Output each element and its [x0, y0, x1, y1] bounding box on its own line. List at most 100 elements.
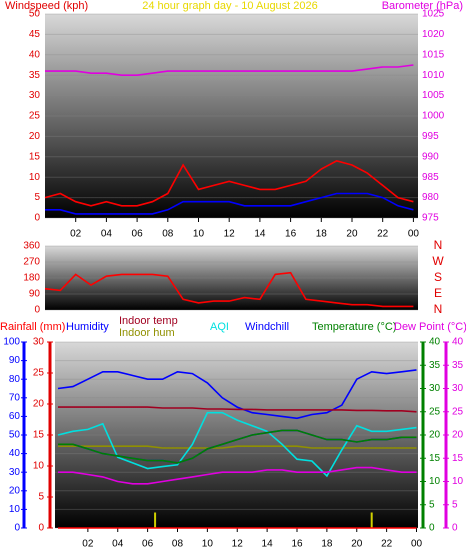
x-tick-label: 10 — [202, 539, 214, 550]
x-tick-label: 16 — [291, 539, 303, 550]
tick-label: 0 — [452, 523, 458, 534]
x-tick-label: 04 — [101, 229, 113, 240]
x-tick-label: 20 — [351, 539, 363, 550]
x-tick-label: 00 — [411, 539, 423, 550]
tick-label: 90 — [29, 289, 41, 300]
tick-label: 980 — [422, 192, 439, 203]
tick-label: 1010 — [422, 70, 445, 81]
x-tick-label: 16 — [285, 229, 297, 240]
tick-label: 100 — [3, 337, 20, 348]
tick-label: 30 — [452, 383, 464, 394]
tick-label: 25 — [33, 368, 45, 379]
x-tick-label: 08 — [162, 229, 174, 240]
tick-label: 50 — [9, 430, 21, 441]
tick-label: 975 — [422, 213, 439, 224]
x-tick-label: 06 — [132, 229, 144, 240]
tick-label: 40 — [9, 448, 21, 459]
x-tick-label: 18 — [321, 539, 333, 550]
tick-label: 0 — [34, 305, 40, 316]
tick-label: 0 — [34, 213, 40, 224]
x-tick-label: 22 — [381, 539, 393, 550]
tick-label: 15 — [452, 453, 464, 464]
tick-label: 5 — [452, 499, 458, 510]
plot-area — [45, 14, 418, 218]
tick-label: 35 — [452, 360, 464, 371]
tick-label: 270 — [23, 257, 40, 268]
tick-label: 5 — [38, 492, 44, 503]
legend-entry: AQI — [210, 321, 229, 333]
tick-label: 15 — [429, 453, 441, 464]
series-line — [57, 369, 417, 420]
tick-label: 10 — [452, 476, 464, 487]
tick-label: 30 — [33, 337, 45, 348]
tick-label: 80 — [9, 374, 21, 385]
x-tick-label: 14 — [254, 229, 266, 240]
tick-label: E — [434, 286, 442, 300]
legend-entry: Windchill — [245, 321, 289, 333]
tick-label: 10 — [29, 172, 41, 183]
tick-label: 990 — [422, 151, 439, 162]
series-line — [58, 406, 417, 413]
tick-label: 1015 — [422, 49, 445, 60]
series-line — [45, 192, 414, 215]
tick-label: 1025 — [422, 9, 445, 20]
series-line — [57, 411, 417, 478]
tick-label: 25 — [429, 406, 441, 417]
tick-label: 1005 — [422, 90, 445, 101]
tick-label: 40 — [429, 337, 441, 348]
tick-label: 10 — [9, 504, 21, 515]
tick-label: 40 — [29, 49, 41, 60]
series-line — [58, 445, 417, 449]
legend-entry: Indoor hum — [119, 327, 175, 339]
series-line — [45, 64, 414, 76]
x-tick-label: 02 — [82, 539, 94, 550]
tick-label: 60 — [9, 411, 21, 422]
tick-label: 0 — [38, 523, 44, 534]
tick-label: 20 — [9, 485, 21, 496]
tick-label: 35 — [429, 360, 441, 371]
plot-area — [55, 342, 418, 528]
legend-entry: Dew Point (°C) — [394, 321, 466, 333]
tick-label: 10 — [429, 476, 441, 487]
tick-label: 15 — [33, 430, 45, 441]
tick-label: 90 — [9, 355, 21, 366]
tick-label: 30 — [9, 467, 21, 478]
x-tick-label: 08 — [172, 539, 184, 550]
tick-label: 0 — [14, 523, 20, 534]
tick-label: 25 — [452, 406, 464, 417]
tick-label: 0 — [429, 523, 435, 534]
tick-label: 1000 — [422, 111, 445, 122]
x-tick-label: 00 — [408, 229, 420, 240]
chart-title: 24 hour graph day - 10 August 2026 — [142, 0, 318, 12]
plot-area — [45, 246, 418, 310]
series-line — [58, 466, 417, 485]
tick-label: 40 — [452, 337, 464, 348]
y-axis-title: Windspeed (kph) — [5, 0, 88, 12]
legend-entry: Rainfall (mm) — [0, 321, 65, 333]
x-tick-label: 20 — [346, 229, 358, 240]
tick-label: 15 — [29, 151, 41, 162]
rain-bar — [370, 512, 373, 528]
tick-label: 1020 — [422, 29, 445, 40]
tick-label: 360 — [23, 241, 40, 252]
x-tick-label: 04 — [112, 539, 124, 550]
tick-label: W — [432, 254, 444, 268]
tick-label: 35 — [29, 70, 41, 81]
tick-label: N — [434, 302, 443, 316]
tick-label: 5 — [429, 499, 435, 510]
legend-entry: Temperature (°C) — [312, 321, 396, 333]
tick-label: 70 — [9, 392, 21, 403]
tick-label: 995 — [422, 131, 439, 142]
tick-label: 20 — [452, 430, 464, 441]
series-line — [44, 160, 414, 207]
tick-label: 45 — [29, 29, 41, 40]
tick-label: 50 — [29, 9, 41, 20]
tick-label: 10 — [33, 461, 45, 472]
x-tick-label: 22 — [377, 229, 389, 240]
tick-label: 30 — [429, 383, 441, 394]
x-tick-label: 12 — [232, 539, 244, 550]
series-line — [44, 271, 414, 308]
tick-label: S — [434, 270, 442, 284]
x-tick-label: 14 — [262, 539, 274, 550]
